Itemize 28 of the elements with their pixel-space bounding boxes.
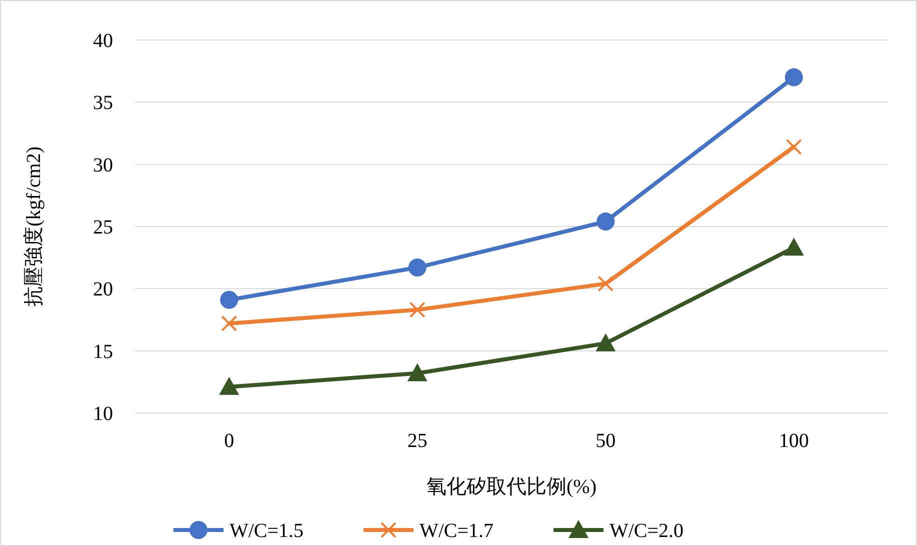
y-tick-label: 30 bbox=[93, 154, 113, 176]
y-tick-label: 35 bbox=[93, 92, 113, 114]
point bbox=[407, 363, 428, 382]
x-tick-label: 25 bbox=[407, 430, 428, 452]
point bbox=[409, 302, 426, 318]
legend-label: W/C=2.0 bbox=[610, 520, 684, 542]
point bbox=[219, 376, 240, 395]
legend-label: W/C=1.5 bbox=[230, 520, 304, 542]
point bbox=[596, 333, 616, 352]
y-tick-label: 25 bbox=[93, 216, 113, 238]
point bbox=[598, 276, 614, 292]
y-axis-title: 抗壓強度(kgf/cm2) bbox=[23, 146, 45, 306]
point bbox=[786, 138, 802, 155]
point bbox=[784, 238, 804, 256]
point bbox=[220, 290, 238, 309]
y-tick-label: 40 bbox=[93, 30, 113, 52]
y-tick-label: 15 bbox=[93, 340, 113, 363]
point bbox=[784, 68, 803, 86]
point bbox=[221, 315, 238, 332]
y-tick-label: 10 bbox=[93, 403, 113, 425]
x-tick-label: 50 bbox=[596, 430, 616, 452]
x-axis-title: 氧化矽取代比例(%) bbox=[426, 476, 596, 498]
x-tick-label: 100 bbox=[778, 430, 809, 452]
x-tick-label: 0 bbox=[224, 430, 234, 452]
legend-label: W/C=1.7 bbox=[420, 520, 494, 542]
point bbox=[596, 212, 615, 231]
y-tick-label: 20 bbox=[93, 278, 113, 301]
point bbox=[408, 258, 426, 277]
